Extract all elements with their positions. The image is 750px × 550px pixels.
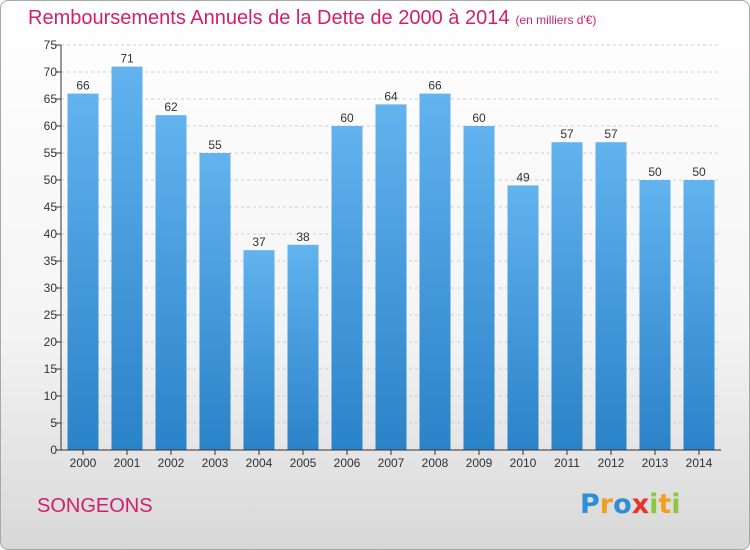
bar-value-label: 71 bbox=[120, 52, 134, 66]
chart-title-text: Remboursements Annuels de la Dette de 20… bbox=[28, 7, 510, 29]
y-tick-label: 40 bbox=[44, 227, 58, 241]
x-tick-label: 2007 bbox=[378, 456, 405, 470]
bar-value-label: 60 bbox=[340, 111, 354, 125]
logo-letter: P bbox=[580, 489, 600, 520]
x-tick-label: 2013 bbox=[642, 456, 669, 470]
y-tick-label: 45 bbox=[44, 200, 58, 214]
bar-value-label: 66 bbox=[428, 79, 442, 93]
logo-letter: t bbox=[658, 489, 672, 520]
y-tick-label: 10 bbox=[44, 389, 58, 403]
x-tick-label: 2012 bbox=[598, 456, 625, 470]
logo-letter: i bbox=[649, 489, 659, 520]
y-tick-label: 30 bbox=[44, 281, 58, 295]
bar bbox=[287, 244, 319, 450]
chart-unit-label: (en milliers d'€) bbox=[515, 13, 597, 27]
y-tick-label: 65 bbox=[44, 92, 58, 106]
axes: 0 5 10 15 20 25 30 35 40 45 50 55 60 65 70 75 2000 2001 20… bbox=[44, 38, 721, 470]
bar bbox=[331, 126, 363, 450]
x-tick-label: 2004 bbox=[246, 456, 273, 470]
bar-value-label: 55 bbox=[208, 138, 222, 152]
x-tick-label: 2002 bbox=[158, 456, 185, 470]
bar-value-label: 50 bbox=[648, 165, 662, 179]
bar bbox=[375, 104, 407, 451]
bar bbox=[595, 142, 627, 450]
y-tick-label: 70 bbox=[44, 65, 58, 79]
y-tick-label: 75 bbox=[44, 38, 58, 52]
logo-letter: r bbox=[599, 489, 614, 520]
x-tick-label: 2000 bbox=[70, 456, 97, 470]
bar bbox=[67, 93, 99, 450]
bar bbox=[683, 180, 715, 450]
bar-value-label: 66 bbox=[76, 79, 90, 93]
x-tick-label: 2001 bbox=[114, 456, 141, 470]
x-tick-label: 2010 bbox=[510, 456, 537, 470]
bar bbox=[551, 142, 583, 450]
chart-title: Remboursements Annuels de la Dette de 20… bbox=[28, 7, 596, 30]
y-tick-label: 0 bbox=[50, 443, 57, 457]
bar-value-label: 38 bbox=[296, 230, 310, 244]
bar bbox=[155, 115, 187, 450]
data-labels: 66 71 62 55 37 38 60 64 66 60 49 57 57 50 50 bbox=[76, 52, 706, 250]
bar-value-label: 57 bbox=[560, 127, 574, 141]
y-tick-label: 35 bbox=[44, 254, 58, 268]
logo-letter: i bbox=[671, 489, 681, 520]
y-tick-label: 60 bbox=[44, 119, 58, 133]
x-tick-label: 2014 bbox=[686, 456, 713, 470]
x-tick-label: 2011 bbox=[554, 456, 580, 470]
y-tick-label: 15 bbox=[44, 362, 58, 376]
bar bbox=[199, 153, 231, 450]
bar bbox=[507, 185, 539, 450]
bar-value-label: 50 bbox=[692, 165, 706, 179]
bar bbox=[639, 180, 671, 450]
y-tick-label: 50 bbox=[44, 173, 58, 187]
x-tick-label: 2009 bbox=[466, 456, 493, 470]
bar-value-label: 57 bbox=[604, 127, 618, 141]
bar bbox=[419, 93, 451, 450]
bar-value-label: 60 bbox=[472, 111, 486, 125]
y-tick-label: 25 bbox=[44, 308, 58, 322]
x-tick-label: 2006 bbox=[334, 456, 361, 470]
y-tick-label: 20 bbox=[44, 335, 58, 349]
proxiti-logo: Proxiti bbox=[580, 489, 681, 520]
bar bbox=[243, 250, 275, 450]
bar-value-label: 37 bbox=[252, 235, 266, 249]
x-tick-label: 2003 bbox=[202, 456, 229, 470]
bar-value-label: 49 bbox=[516, 170, 530, 184]
commune-name: SONGEONS bbox=[37, 495, 153, 517]
logo-letter: x bbox=[631, 489, 650, 520]
bar bbox=[111, 66, 143, 450]
x-tick-label: 2008 bbox=[422, 456, 449, 470]
x-tick-label: 2005 bbox=[290, 456, 317, 470]
bar bbox=[463, 126, 495, 450]
bars bbox=[67, 66, 715, 451]
bar-value-label: 62 bbox=[164, 100, 178, 114]
logo-letter: o bbox=[613, 489, 632, 520]
y-tick-label: 5 bbox=[50, 416, 57, 430]
bar-value-label: 64 bbox=[384, 89, 398, 103]
y-tick-label: 55 bbox=[44, 146, 58, 160]
